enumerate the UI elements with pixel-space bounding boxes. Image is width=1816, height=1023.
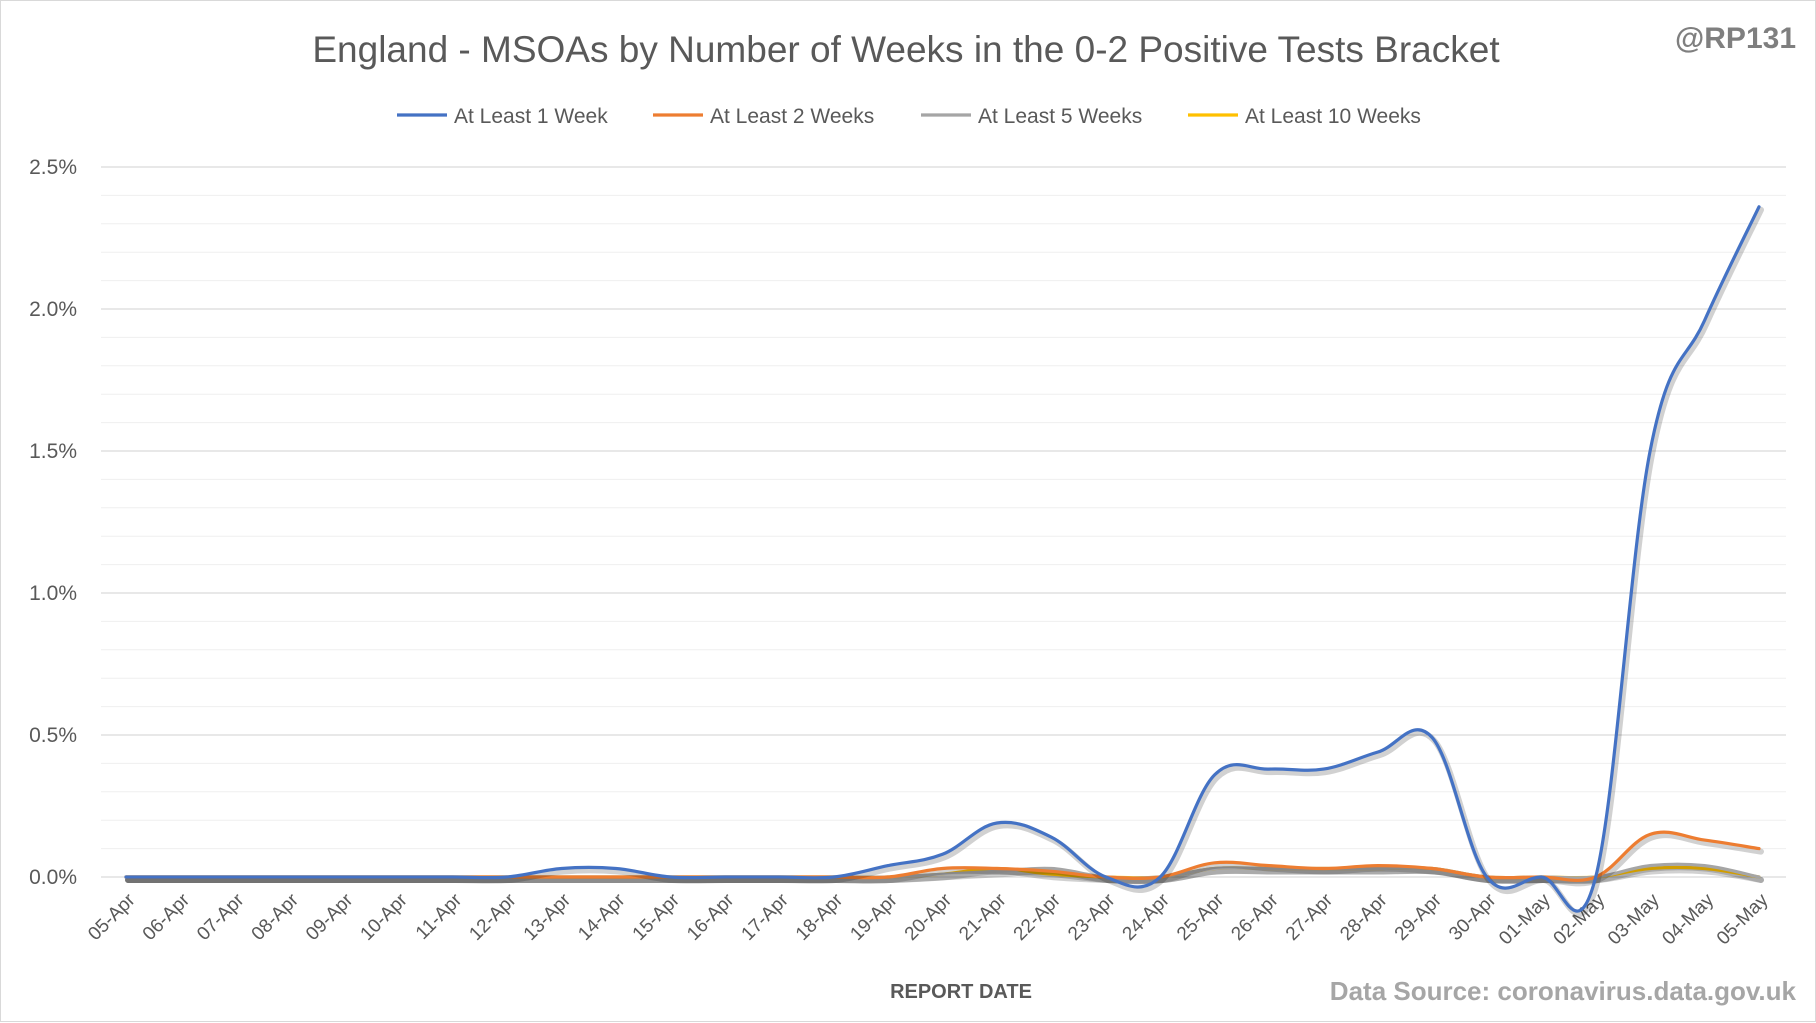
x-tick-label: 18-Apr: [792, 889, 848, 945]
x-tick-label: 17-Apr: [738, 889, 794, 945]
x-tick-label: 19-Apr: [846, 889, 902, 945]
x-tick-label: 07-Apr: [193, 889, 249, 945]
y-tick-label: 0.0%: [29, 866, 77, 889]
x-tick-label: 23-Apr: [1064, 889, 1120, 945]
y-tick-label: 2.0%: [29, 298, 77, 321]
series-lines: [124, 205, 1764, 917]
x-tick-label: 29-Apr: [1391, 889, 1447, 945]
x-tick-label: 26-Apr: [1227, 889, 1283, 945]
y-tick-label: 0.5%: [29, 724, 77, 747]
y-axis-ticks: 0.0% 0.5% 1.0% 1.5% 2.0% 2.5%: [29, 156, 77, 889]
legend-item-at-least-1-week: At Least 1 Week: [397, 105, 608, 128]
x-tick-label: 15-Apr: [629, 889, 685, 945]
x-axis-ticks: 05-Apr 06-Apr 07-Apr 08-Apr 09-Apr 10-Apr 11-A…: [84, 889, 1773, 949]
x-tick-label: 05-May: [1713, 889, 1773, 949]
x-tick-label: 16-Apr: [683, 889, 739, 945]
x-tick-label: 13-Apr: [520, 889, 576, 945]
x-tick-label: 03-May: [1604, 889, 1664, 949]
y-tick-label: 1.5%: [29, 440, 77, 463]
x-tick-label: 04-May: [1658, 889, 1718, 949]
x-tick-label: 05-Apr: [84, 889, 140, 945]
x-tick-label: 28-Apr: [1336, 889, 1392, 945]
chart-title: England - MSOAs by Number of Weeks in th…: [312, 29, 1500, 70]
x-tick-label: 06-Apr: [139, 889, 195, 945]
legend-label: At Least 1 Week: [454, 105, 608, 128]
legend: At Least 1 Week At Least 2 Weeks At Least …: [397, 105, 1421, 128]
x-tick-label: 20-Apr: [901, 889, 957, 945]
legend-item-at-least-5-weeks: At Least 5 Weeks: [921, 105, 1142, 128]
x-tick-label: 21-Apr: [955, 889, 1011, 945]
x-tick-label: 25-Apr: [1173, 889, 1229, 945]
legend-label: At Least 2 Weeks: [710, 105, 874, 128]
series-line-at-least-1-week: [124, 205, 1761, 913]
x-tick-label: 11-Apr: [412, 889, 467, 944]
y-tick-label: 2.5%: [29, 156, 77, 179]
x-tick-label: 24-Apr: [1119, 889, 1175, 945]
x-tick-label: 27-Apr: [1282, 889, 1338, 945]
x-tick-label: 09-Apr: [302, 889, 358, 945]
y-tick-label: 1.0%: [29, 582, 77, 605]
x-tick-label: 30-Apr: [1445, 889, 1501, 945]
legend-item-at-least-2-weeks: At Least 2 Weeks: [653, 105, 874, 128]
x-tick-label: 14-Apr: [574, 889, 630, 945]
legend-label: At Least 10 Weeks: [1245, 105, 1421, 128]
legend-label: At Least 5 Weeks: [978, 105, 1142, 128]
x-axis-label: REPORT DATE: [890, 981, 1032, 1003]
x-tick-label: 08-Apr: [248, 889, 304, 945]
x-tick-label: 10-Apr: [357, 889, 413, 945]
gridlines: [101, 166, 1786, 878]
watermark-handle: @RP131: [1675, 22, 1796, 55]
x-tick-label: 12-Apr: [465, 889, 521, 945]
x-tick-label: 01-May: [1495, 889, 1555, 949]
x-tick-label: 02-May: [1550, 889, 1610, 949]
legend-item-at-least-10-weeks: At Least 10 Weeks: [1188, 105, 1421, 128]
x-tick-label: 22-Apr: [1010, 889, 1066, 945]
series-shadow-at-least-1-week: [125, 206, 1764, 917]
data-source-note: Data Source: coronavirus.data.gov.uk: [1330, 976, 1797, 1006]
